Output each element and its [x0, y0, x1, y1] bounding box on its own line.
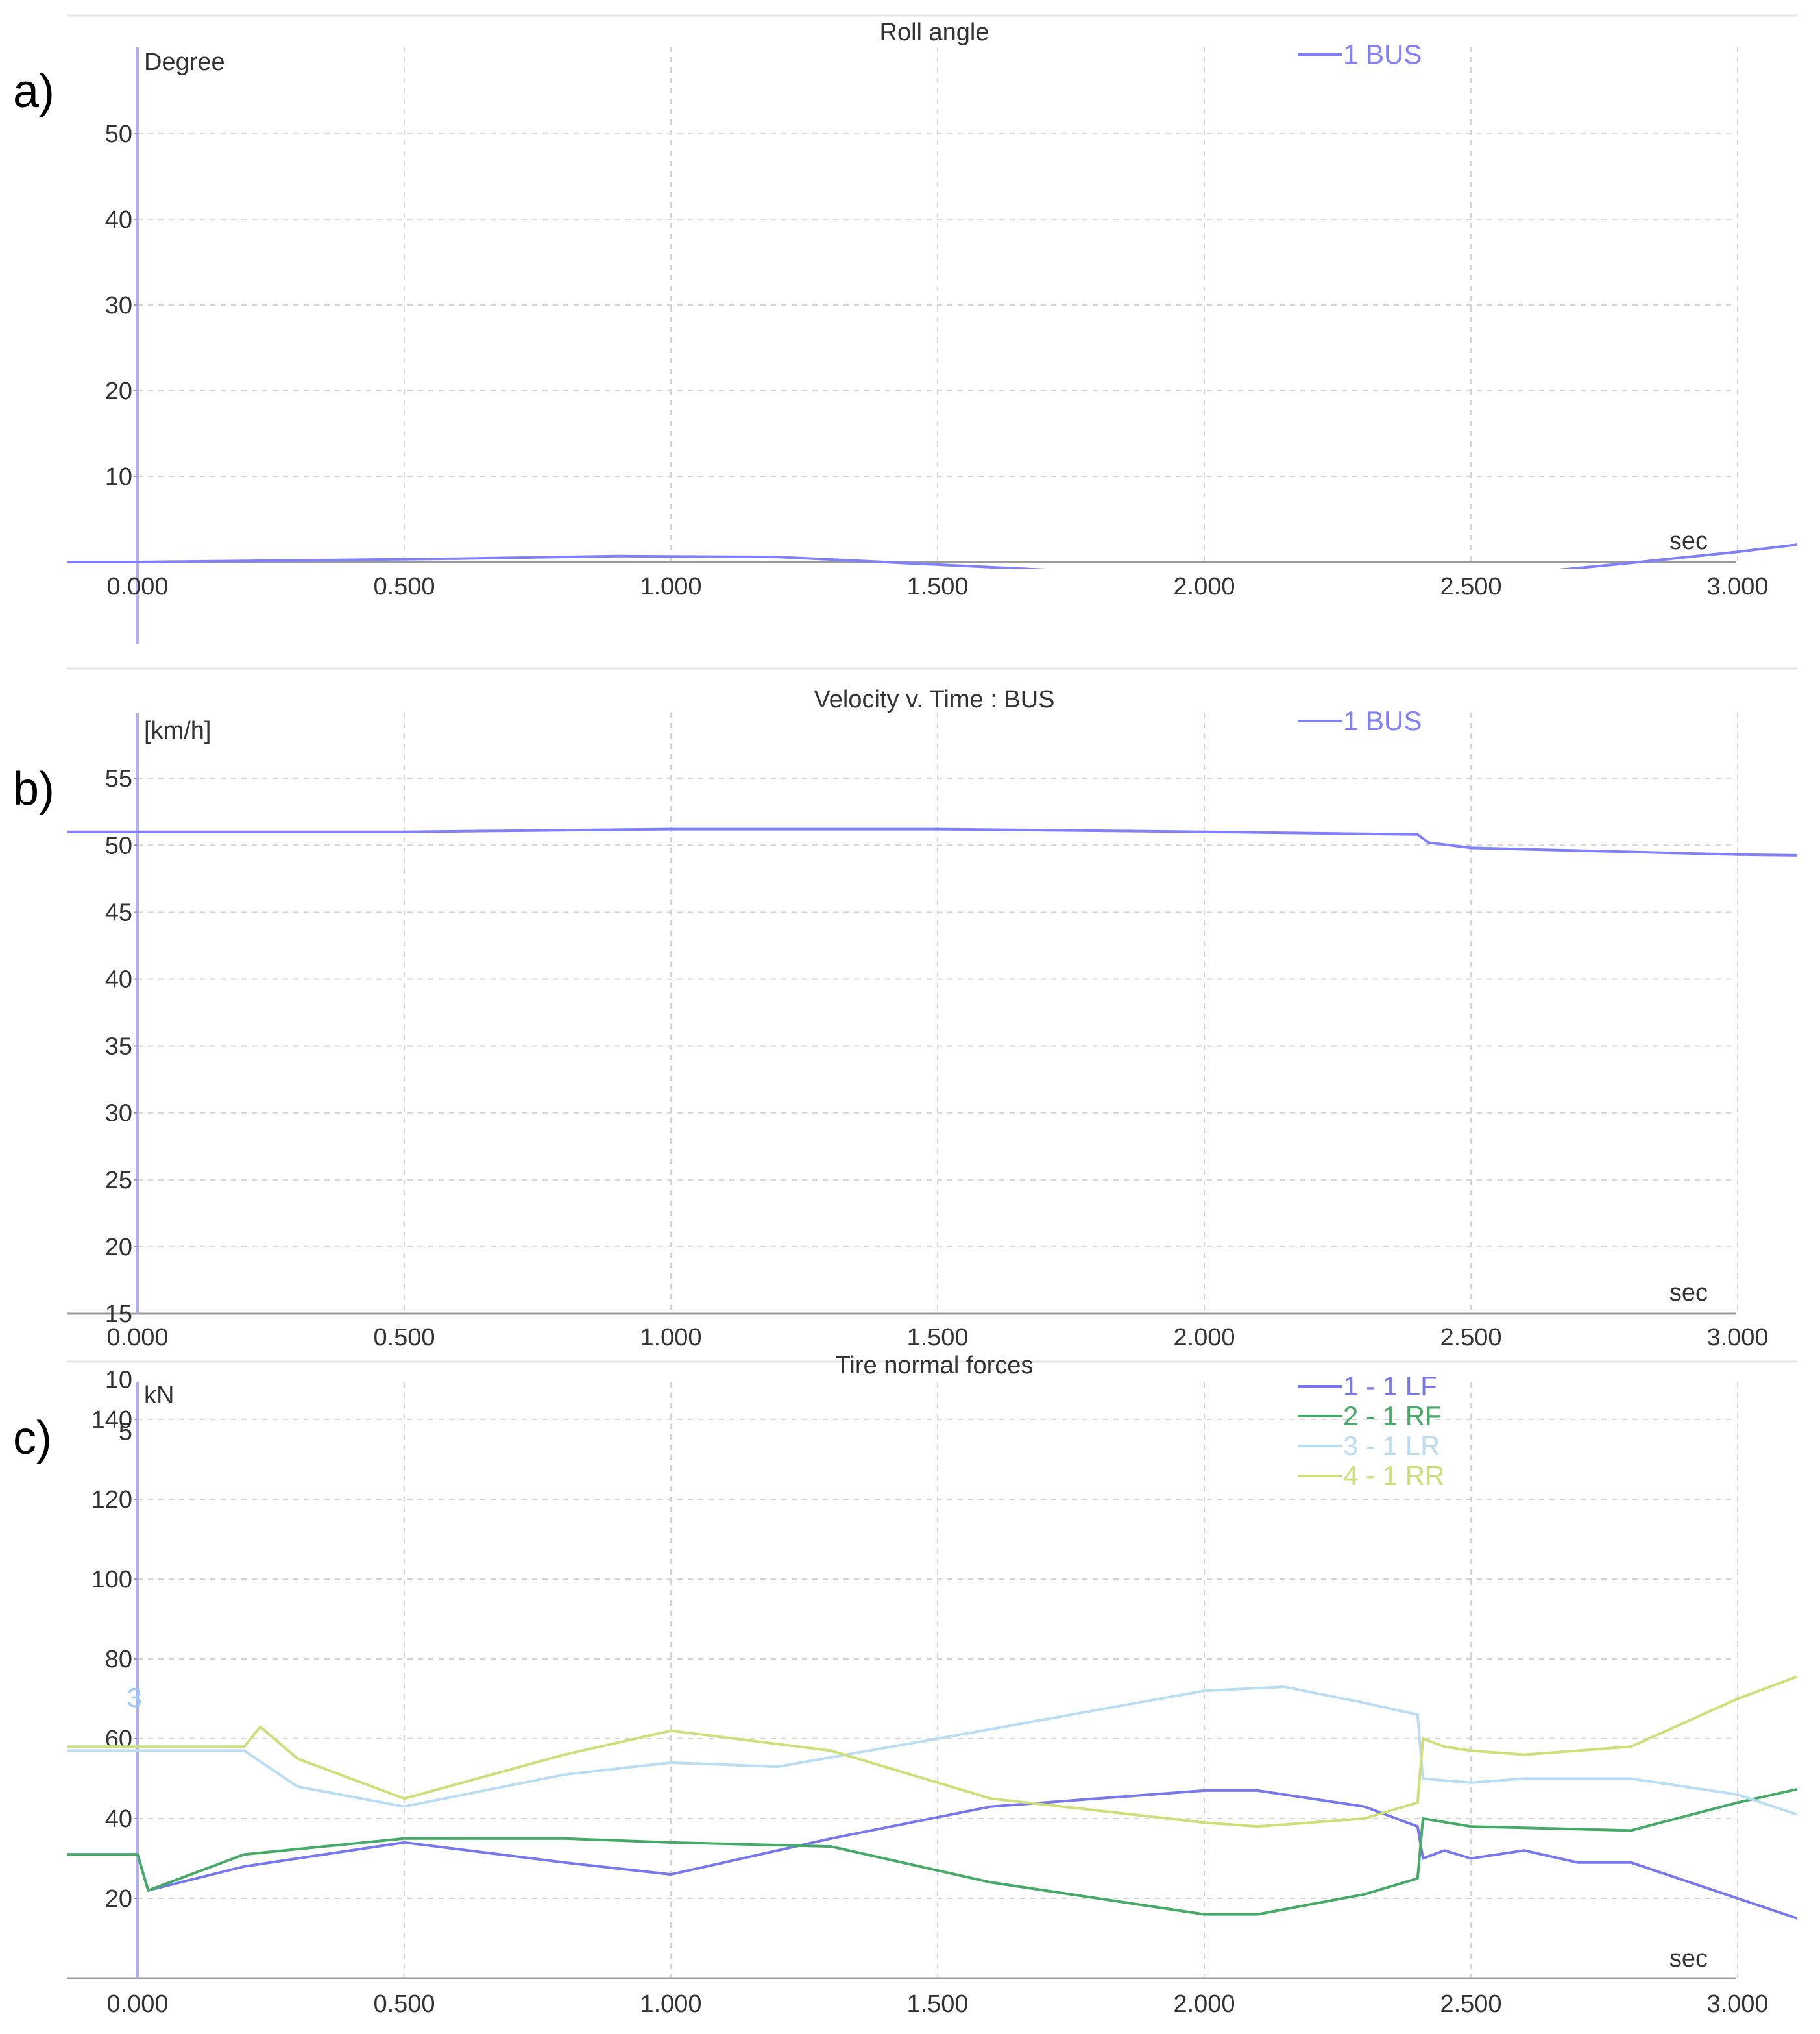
y-tick-label: 30	[105, 1100, 132, 1127]
y-tick-label: 100	[91, 1566, 132, 1593]
legend-label: 1 BUS	[1343, 39, 1422, 69]
x-tick-label: 2.500	[1440, 573, 1501, 600]
x-axis-unit-label: sec	[1669, 1945, 1708, 1972]
chart-panel-1: 10 20 30 40 50 0.000 0.500 1.000 1.500 2.000 2.500…	[13, 14, 1797, 644]
x-tick-label: 2.500	[1440, 1991, 1501, 2018]
x-tick-label: 2.000	[1173, 573, 1235, 600]
x-tick-label: 3.000	[1706, 1991, 1768, 2018]
y-tick-label: 25	[105, 1167, 132, 1194]
y-tick-label: 30	[105, 292, 132, 319]
y-tick-label: 50	[105, 832, 132, 859]
panel-label: c)	[13, 1412, 52, 1464]
x-tick-label: 0.000	[106, 573, 168, 600]
y-tick-label: 15	[105, 1301, 132, 1328]
y-tick-label: 55	[105, 765, 132, 792]
y-tick-label: 120	[91, 1486, 132, 1513]
x-tick-label: 0.000	[106, 1991, 168, 2018]
x-tick-label: 0.500	[373, 573, 435, 600]
x-tick-label: 1.500	[906, 573, 968, 600]
x-tick-label: 3.000	[1706, 573, 1768, 600]
series-line-1	[67, 827, 1797, 857]
legend-label: 2 - 1 RF	[1343, 1401, 1442, 1431]
y-tick-label: 40	[105, 966, 132, 994]
x-tick-label: 2.000	[1173, 1324, 1235, 1351]
y-tick-label: 10	[105, 463, 132, 491]
x-tick-label: 0.000	[106, 1324, 168, 1351]
y-tick-label: 60	[105, 1726, 132, 1753]
chart-title: Tire normal forces	[836, 1352, 1034, 1379]
series-line-3	[67, 1685, 1797, 1817]
chart-title: Velocity v. Time : BUS	[814, 686, 1055, 713]
y-tick-label: 80	[105, 1646, 132, 1673]
y-axis-unit-label: kN	[144, 1382, 174, 1409]
x-tick-label: 2.500	[1440, 1324, 1501, 1351]
y-tick-label-extra: 5	[119, 1418, 132, 1445]
x-tick-label: 2.000	[1173, 1991, 1235, 2018]
x-tick-label: 1.500	[906, 1324, 968, 1351]
y-tick-label-extra: 10	[105, 1367, 132, 1394]
series-line-1	[67, 543, 1797, 569]
y-tick-label: 35	[105, 1033, 132, 1060]
legend-label: 3 - 1 LR	[1343, 1430, 1440, 1461]
series-annotation: 3	[127, 1682, 142, 1713]
x-tick-label: 3.000	[1706, 1324, 1768, 1351]
y-tick-label: 20	[105, 378, 132, 405]
y-tick-label: 50	[105, 121, 132, 148]
x-axis-unit-label: sec	[1669, 1279, 1708, 1306]
y-tick-label: 40	[105, 1806, 132, 1833]
chart-panel-3: 20 40 60 80 100 120 140 10 5 0.000 0.500 1.000 1.500…	[13, 1352, 1797, 2018]
legend-label: 1 - 1 LF	[1343, 1371, 1437, 1401]
x-tick-label: 0.500	[373, 1324, 435, 1351]
y-axis-unit-label: Degree	[144, 49, 225, 76]
y-tick-label: 140	[91, 1406, 132, 1434]
chart-panel-2: 15 20 25 30 35 40 45 50 55 0.000 0.500 1.000 1.500 2.…	[13, 667, 1797, 1351]
x-tick-label: 1.000	[640, 1991, 701, 2018]
x-tick-label: 1.500	[906, 1991, 968, 2018]
legend-label: 1 BUS	[1343, 705, 1422, 736]
y-tick-label: 40	[105, 206, 132, 234]
x-axis-unit-label: sec	[1669, 528, 1708, 555]
panel-label: a)	[13, 66, 55, 117]
legend-label: 4 - 1 RR	[1343, 1460, 1444, 1491]
series-line-4	[67, 1674, 1797, 1828]
series-line-2	[67, 1787, 1797, 1916]
y-axis-unit-label: [km/h]	[144, 717, 211, 744]
panel-label: b)	[13, 763, 55, 815]
y-tick-label: 20	[105, 1234, 132, 1261]
y-tick-label: 20	[105, 1885, 132, 1913]
x-tick-label: 1.000	[640, 573, 701, 600]
y-tick-label: 45	[105, 899, 132, 926]
x-tick-label: 0.500	[373, 1991, 435, 2018]
chart-title: Roll angle	[880, 19, 989, 46]
x-tick-label: 1.000	[640, 1324, 701, 1351]
